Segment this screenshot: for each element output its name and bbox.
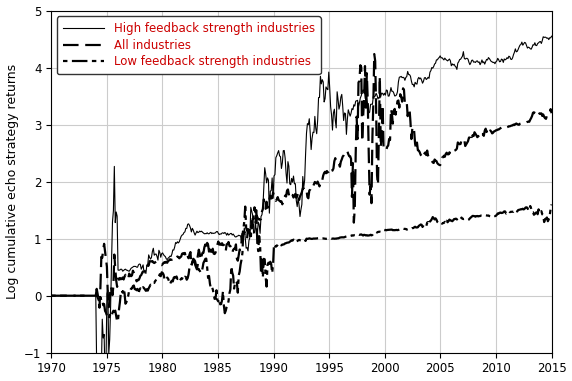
Line: Low feedback strength industries: Low feedback strength industries	[51, 205, 551, 322]
Line: All industries: All industries	[51, 54, 551, 308]
Low feedback strength industries	[351, 233, 358, 237]
High feedback strength industries	[76, 293, 82, 298]
Low feedback strength industries	[430, 215, 436, 219]
High feedback strength industries	[430, 66, 436, 70]
All industries	[403, 100, 410, 104]
All industries	[481, 128, 488, 133]
Low feedback strength industries	[76, 293, 82, 298]
All industries	[96, 306, 103, 310]
High feedback strength industries	[402, 75, 409, 80]
High feedback strength industries	[351, 104, 358, 108]
High feedback strength industries	[48, 293, 55, 298]
Low feedback strength industries	[114, 319, 121, 324]
All industries	[371, 52, 378, 56]
High feedback strength industries	[480, 59, 487, 64]
All industries	[48, 293, 55, 298]
Y-axis label: Log cumulative echo strategy returns: Log cumulative echo strategy returns	[6, 64, 18, 299]
All industries	[430, 161, 437, 165]
Line: High feedback strength industries: High feedback strength industries	[51, 36, 551, 381]
High feedback strength industries	[548, 34, 555, 38]
Low feedback strength industries	[48, 293, 55, 298]
Low feedback strength industries	[548, 202, 555, 207]
All industries	[76, 293, 82, 298]
Legend: High feedback strength industries, All industries, Low feedback strength industr: High feedback strength industries, All i…	[57, 16, 321, 74]
High feedback strength industries	[494, 56, 501, 61]
Low feedback strength industries	[480, 213, 487, 218]
All industries	[548, 111, 555, 115]
All industries	[351, 206, 358, 211]
Low feedback strength industries	[494, 211, 501, 216]
Low feedback strength industries	[402, 227, 409, 231]
All industries	[495, 127, 502, 132]
